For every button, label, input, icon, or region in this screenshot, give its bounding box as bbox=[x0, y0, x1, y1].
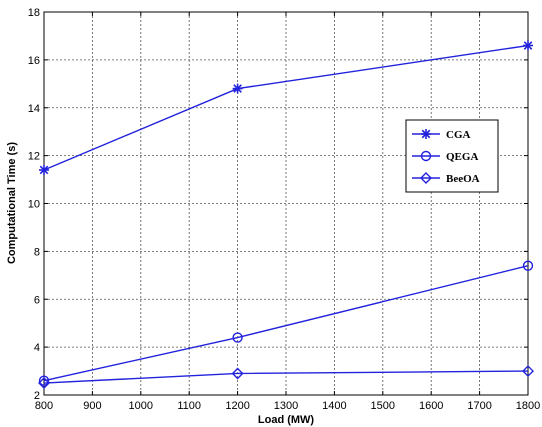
legend-item-beeoa: BeeOA bbox=[412, 172, 480, 185]
y-tick-label: 6 bbox=[34, 294, 40, 306]
legend-marker bbox=[420, 150, 432, 162]
series-qega-point bbox=[522, 260, 534, 271]
legend-item-qega: QEGA bbox=[412, 150, 478, 163]
x-tick-label: 1600 bbox=[419, 400, 443, 412]
x-tick-label: 800 bbox=[35, 400, 53, 412]
series-qega-line bbox=[43, 265, 529, 382]
x-tick-label: 900 bbox=[83, 400, 101, 412]
y-tick-label: 18 bbox=[28, 7, 40, 19]
x-tick-label: 1700 bbox=[467, 400, 491, 412]
legend: CGA QEGA BeeOA bbox=[405, 119, 499, 193]
x-tick-label: 1400 bbox=[322, 400, 346, 412]
series-beeoa-point bbox=[231, 367, 244, 380]
y-tick-label: 12 bbox=[28, 151, 40, 163]
legend-marker bbox=[421, 129, 431, 139]
x-tick-label: 1300 bbox=[274, 400, 298, 412]
x-tick-label: 1000 bbox=[129, 400, 153, 412]
y-tick-label: 14 bbox=[28, 103, 40, 115]
marker-stroke bbox=[421, 129, 431, 139]
legend-item-cga: CGA bbox=[412, 129, 471, 141]
y-tick-label: 8 bbox=[34, 246, 40, 258]
series-cga bbox=[39, 40, 533, 175]
x-tick-label: 1500 bbox=[371, 400, 395, 412]
series-cga-point bbox=[39, 164, 49, 175]
y-tick-label: 2 bbox=[34, 390, 40, 402]
series-qega-point bbox=[38, 375, 50, 386]
series-beeoa-line bbox=[43, 370, 529, 384]
marker-stroke bbox=[39, 165, 49, 175]
series-beeoa-point bbox=[38, 377, 50, 390]
series-qega bbox=[38, 260, 534, 386]
series-beeoa bbox=[38, 365, 534, 390]
legend-marker bbox=[420, 172, 432, 184]
legend-label: QEGA bbox=[446, 151, 478, 163]
series-layer bbox=[38, 40, 534, 390]
legend-label: BeeOA bbox=[446, 173, 480, 185]
series-cga-point bbox=[523, 40, 533, 51]
series-qega-point bbox=[232, 332, 243, 343]
series-cga-point bbox=[232, 83, 243, 94]
y-tick-label: 4 bbox=[34, 342, 40, 354]
y-tick-label: 10 bbox=[28, 199, 40, 211]
y-axis-label: Computational Time (s) bbox=[6, 142, 18, 264]
marker-stroke bbox=[233, 84, 242, 93]
y-tick-label: 16 bbox=[28, 55, 40, 67]
grid-layer bbox=[44, 12, 528, 395]
tick-layer: 800 900 1000 1100 1200 1300 1400 1500 1600 1700 18… bbox=[28, 7, 540, 412]
series-beeoa-point bbox=[522, 365, 534, 378]
legend-label: CGA bbox=[446, 129, 471, 141]
x-tick-label: 1800 bbox=[516, 400, 540, 412]
marker-stroke bbox=[523, 41, 533, 50]
x-tick-label: 1200 bbox=[225, 400, 249, 412]
x-tick-label: 1100 bbox=[177, 400, 201, 412]
x-axis-label: Load (MW) bbox=[258, 414, 315, 426]
